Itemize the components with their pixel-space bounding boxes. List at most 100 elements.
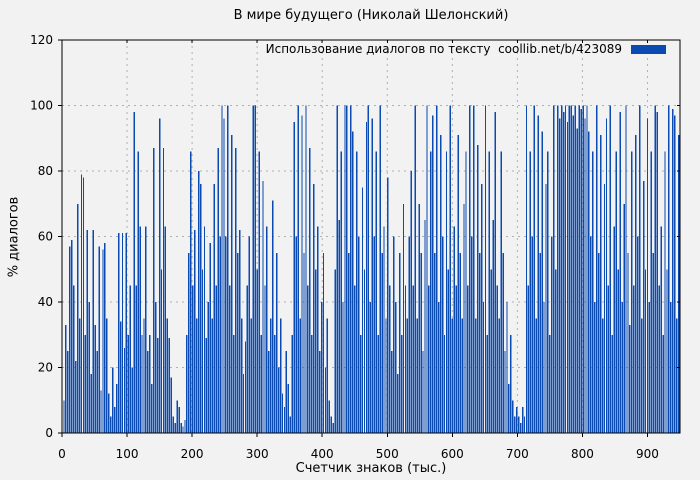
- bar: [153, 148, 155, 433]
- bar: [289, 416, 292, 434]
- bar: [666, 269, 668, 433]
- y-tick-label: 20: [38, 361, 53, 375]
- bar: [307, 285, 309, 434]
- bar: [80, 174, 83, 433]
- bar: [535, 318, 537, 434]
- bar: [473, 105, 475, 433]
- bar: [332, 423, 334, 433]
- bar: [650, 151, 653, 433]
- bar: [164, 226, 167, 433]
- x-tick-label: 200: [181, 447, 204, 461]
- bar: [541, 131, 543, 433]
- bar: [512, 400, 514, 433]
- bar: [275, 252, 278, 434]
- bar: [277, 367, 280, 433]
- bar: [482, 302, 485, 433]
- bar: [311, 334, 313, 433]
- bar: [274, 334, 276, 433]
- bar: [590, 236, 592, 433]
- bar: [553, 105, 555, 433]
- x-tick-label: 700: [506, 447, 529, 461]
- bar: [125, 233, 128, 433]
- bar: [324, 367, 327, 433]
- bar: [400, 334, 403, 433]
- bar: [178, 406, 180, 433]
- bar: [334, 269, 336, 433]
- bar: [476, 144, 479, 434]
- bar: [642, 180, 645, 433]
- bar: [516, 406, 518, 433]
- bar: [439, 134, 442, 434]
- bar: [494, 112, 496, 434]
- bar: [437, 302, 440, 433]
- bar: [549, 334, 551, 433]
- y-tick-label: 120: [30, 33, 53, 47]
- bar: [500, 151, 502, 433]
- bar: [644, 269, 647, 433]
- bar: [572, 115, 575, 433]
- bar: [670, 302, 672, 433]
- bar: [674, 115, 676, 433]
- bar: [436, 105, 438, 433]
- bar: [508, 383, 510, 434]
- bar: [283, 406, 286, 433]
- bar: [242, 374, 245, 433]
- bar: [82, 177, 85, 433]
- bar: [506, 302, 508, 433]
- bar: [359, 334, 362, 433]
- bar: [246, 285, 249, 434]
- bar: [678, 134, 680, 434]
- bar: [637, 236, 639, 433]
- bar: [594, 302, 596, 433]
- bar: [195, 318, 198, 434]
- bar: [336, 105, 338, 433]
- y-tick-label: 40: [38, 295, 53, 309]
- bar: [129, 285, 132, 434]
- bar: [84, 334, 87, 433]
- bar: [65, 324, 67, 433]
- bar: [676, 318, 678, 434]
- bar: [625, 105, 627, 433]
- bar: [521, 406, 524, 433]
- bar: [527, 285, 530, 434]
- x-axis-label: Счетчик знаков (тыс.): [295, 461, 447, 476]
- bar: [73, 285, 75, 434]
- bar: [350, 105, 352, 433]
- bar: [147, 351, 149, 434]
- bar: [453, 226, 455, 433]
- bar: [603, 184, 606, 433]
- bar: [264, 285, 266, 434]
- bar: [469, 105, 471, 433]
- x-tick-label: 0: [58, 447, 66, 461]
- bar: [355, 151, 358, 433]
- bar: [361, 187, 364, 434]
- bar: [270, 318, 272, 434]
- bar: [135, 285, 137, 434]
- bar: [424, 220, 426, 434]
- bar: [215, 285, 217, 434]
- bar: [662, 334, 664, 433]
- bar: [352, 131, 354, 433]
- bar: [108, 393, 110, 433]
- y-tick-label: 0: [45, 426, 53, 440]
- bar: [234, 148, 237, 433]
- bar: [112, 367, 114, 433]
- bar: [580, 108, 582, 434]
- bar: [305, 105, 307, 433]
- bar: [143, 318, 145, 434]
- bar: [447, 269, 450, 433]
- bar: [398, 252, 401, 434]
- bar: [416, 318, 418, 434]
- bar: [459, 252, 461, 434]
- bar: [176, 400, 178, 433]
- bar: [557, 105, 559, 433]
- bar: [656, 112, 658, 434]
- bar: [78, 318, 81, 434]
- bar: [74, 360, 77, 433]
- bar: [186, 334, 188, 433]
- bar: [313, 184, 315, 433]
- x-tick-label: 300: [246, 447, 269, 461]
- bar: [369, 302, 372, 433]
